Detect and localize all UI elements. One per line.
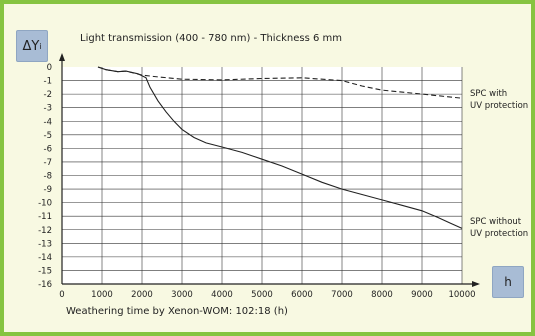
x-unit-label: h xyxy=(492,266,524,298)
y-tick-label: -8 xyxy=(44,172,52,182)
series-line-spc-without-uv xyxy=(97,66,463,229)
y-tick-label: -16 xyxy=(38,280,52,290)
x-tick-label: 0 xyxy=(59,290,64,300)
legend-spc-with-uv-line1: SPC with xyxy=(470,89,508,99)
y-tick-label: -10 xyxy=(38,199,52,209)
y-tick-label: -14 xyxy=(38,253,52,263)
y-tick-label: -7 xyxy=(44,158,52,168)
legend-spc-without-uv-line1: SPC without xyxy=(470,217,522,227)
x-tick-label: 2000 xyxy=(131,290,153,300)
y-axis-label: ΔY i xyxy=(16,30,48,62)
y-tick-label: -9 xyxy=(44,185,52,195)
y-axis-label-main: ΔY xyxy=(22,38,40,54)
x-tick-label: 7000 xyxy=(331,290,353,300)
y-tick-label: -11 xyxy=(38,212,52,222)
x-axis-caption: Weathering time by Xenon-WOM: 102:18 (h) xyxy=(66,306,288,317)
y-tick-label: -2 xyxy=(44,90,52,100)
y-tick-label: -4 xyxy=(44,117,52,127)
y-axis-label-sub: i xyxy=(39,41,42,51)
x-tick-label: 3000 xyxy=(171,290,193,300)
y-tick-label: -12 xyxy=(38,226,52,236)
y-tick-label: -3 xyxy=(44,104,52,114)
y-tick-label: -6 xyxy=(44,144,52,154)
x-tick-label: 5000 xyxy=(251,290,273,300)
legend-spc-with-uv: SPC with UV protection xyxy=(470,88,528,112)
x-tick-label: 8000 xyxy=(371,290,393,300)
y-tick-label: -15 xyxy=(38,266,52,276)
x-tick-label: 10000 xyxy=(448,290,475,300)
y-tick-label: -1 xyxy=(44,77,52,87)
chart-title: Light transmission (400 - 780 nm) - Thic… xyxy=(80,33,342,44)
legend-spc-with-uv-line2: UV protection xyxy=(470,101,529,111)
x-axis-arrow xyxy=(472,281,480,287)
x-tick-label: 1000 xyxy=(91,290,113,300)
x-tick-label: 4000 xyxy=(211,290,233,300)
legend-spc-without-uv: SPC without UV protection xyxy=(470,216,528,240)
legend-spc-without-uv-line2: UV protection xyxy=(470,229,529,239)
x-tick-label: 6000 xyxy=(291,290,313,300)
y-tick-label: -5 xyxy=(44,131,52,141)
x-tick-label: 9000 xyxy=(411,290,433,300)
y-tick-label: -13 xyxy=(38,239,52,249)
y-tick-label: 0 xyxy=(47,63,52,73)
y-axis-arrow xyxy=(59,53,65,61)
